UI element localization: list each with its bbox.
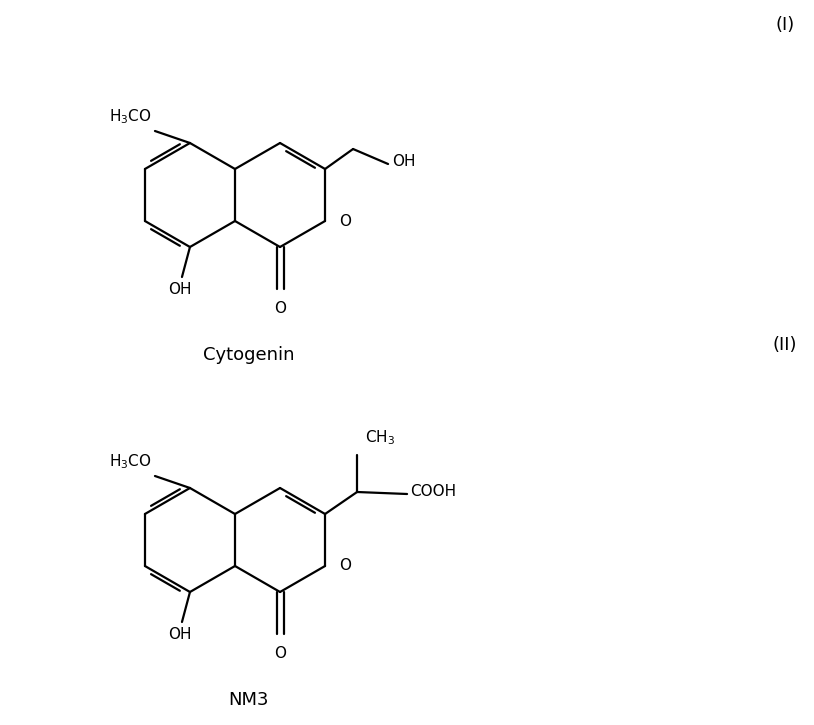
Text: OH: OH: [168, 627, 192, 642]
Text: O: O: [339, 213, 351, 228]
Text: OH: OH: [392, 154, 416, 168]
Text: (II): (II): [772, 336, 797, 354]
Text: COOH: COOH: [410, 484, 456, 500]
Text: H$_3$CO: H$_3$CO: [109, 452, 152, 471]
Text: Cytogenin: Cytogenin: [203, 346, 294, 364]
Text: H$_3$CO: H$_3$CO: [109, 107, 152, 126]
Text: O: O: [274, 645, 286, 660]
Text: CH$_3$: CH$_3$: [365, 428, 396, 447]
Text: O: O: [339, 558, 351, 573]
Text: O: O: [274, 301, 286, 315]
Text: (I): (I): [776, 16, 794, 34]
Text: NM3: NM3: [228, 691, 269, 709]
Text: OH: OH: [168, 282, 192, 297]
